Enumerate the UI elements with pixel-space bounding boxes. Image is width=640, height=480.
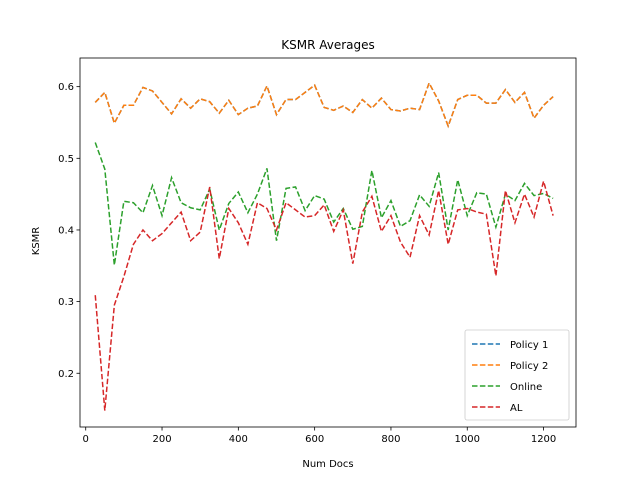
y-axis-label: KSMR [31, 227, 42, 256]
y-tick-label: 0.6 [58, 82, 74, 93]
x-tick-label: 400 [229, 434, 248, 445]
x-tick-label: 600 [305, 434, 324, 445]
series-line-policy-2 [94, 81, 554, 129]
y-tick-label: 0.3 [58, 297, 74, 308]
chart-title: KSMR Averages [281, 38, 375, 52]
plot-area: 0 200 400 600 800 1000 1200 0.2 0.3 0.4 0.5 0.6 [58, 57, 577, 445]
x-tick-label: 800 [381, 434, 400, 445]
legend-label: AL [510, 403, 523, 414]
y-tick-label: 0.2 [58, 369, 74, 380]
legend-box [464, 329, 570, 421]
legend: Policy 1 Policy 2 Online AL [464, 329, 570, 421]
series-line-online [94, 142, 554, 266]
series-line-al [94, 178, 554, 411]
legend-label: Policy 2 [510, 361, 548, 372]
legend-label: Policy 1 [510, 340, 548, 351]
x-tick-label: 200 [152, 434, 171, 445]
axes-frame [79, 57, 577, 428]
legend-label: Online [510, 382, 542, 393]
y-tick-label: 0.5 [58, 154, 74, 165]
x-tick-label: 0 [83, 434, 89, 445]
x-axis-label: Num Docs [302, 459, 353, 470]
x-tick-label: 1000 [455, 434, 480, 445]
y-tick-label: 0.4 [58, 225, 74, 236]
x-tick-label: 1200 [531, 434, 556, 445]
